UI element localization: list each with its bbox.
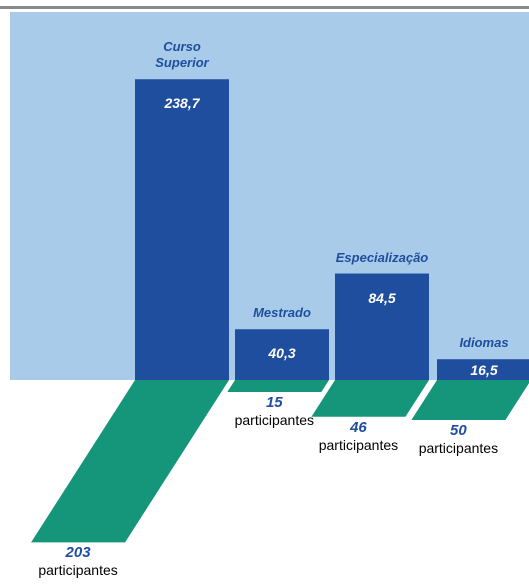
participants-label: 46 [350,418,367,436]
participants-label-box: 15 [227,394,321,411]
category-label: Curso Superior [155,39,209,71]
value-label-box: 84,5 [335,290,429,306]
participants-shape [411,380,529,420]
participants-unit-box: participantes [311,437,405,453]
category-label-box: Curso Superior [135,39,229,71]
value-label-box: 16,5 [437,362,529,378]
category-label: Mestrado [253,305,311,321]
participants-label: 50 [450,422,467,439]
participants-label-box: 203 [31,544,125,561]
participants-label: 15 [265,394,283,411]
participants-unit: participantes [38,562,118,579]
participants-label-box: 46 [311,419,405,436]
value-label: 40,3 [268,345,296,362]
participants-label-box: 50 [411,422,505,439]
bar [235,329,329,380]
value-label: 16,5 [470,362,498,379]
plot-background [10,12,529,380]
category-label-box: Mestrado [235,305,329,321]
value-label-box: 238,7 [135,95,229,111]
value-label: 84,5 [368,289,396,306]
participants-shape [31,380,230,543]
participants-unit-box: participantes [227,412,321,428]
participants-unit: participantes [234,412,314,428]
bar [135,79,229,380]
participants-unit: participantes [318,436,399,453]
category-label-box: Especialização [335,250,429,266]
value-label-box: 40,3 [235,345,329,361]
category-label-box: Idiomas [437,335,529,351]
bar [335,273,429,380]
participants-unit: participantes [418,440,499,456]
top-rule [0,6,529,9]
bar [437,359,529,380]
participants-label: 203 [65,544,91,562]
category-label: Especialização [335,249,429,265]
participants-shape [311,380,429,417]
participants-unit-box: participantes [411,440,505,456]
participants-unit-box: participantes [31,562,125,578]
value-label: 238,7 [164,95,200,112]
category-label: Idiomas [459,335,509,351]
participants-shape [227,380,329,392]
